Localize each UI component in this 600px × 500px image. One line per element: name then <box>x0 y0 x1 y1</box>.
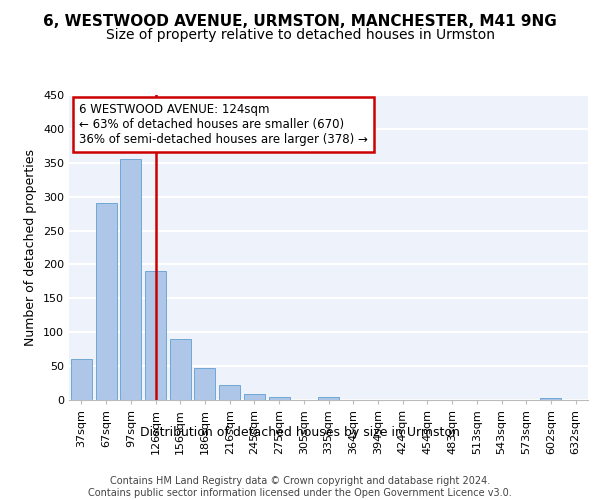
Bar <box>170 339 191 400</box>
Bar <box>71 360 92 400</box>
Text: 6, WESTWOOD AVENUE, URMSTON, MANCHESTER, M41 9NG: 6, WESTWOOD AVENUE, URMSTON, MANCHESTER,… <box>43 14 557 29</box>
Bar <box>541 398 562 400</box>
Text: Size of property relative to detached houses in Urmston: Size of property relative to detached ho… <box>106 28 494 42</box>
Y-axis label: Number of detached properties: Number of detached properties <box>25 149 37 346</box>
Text: Contains HM Land Registry data © Crown copyright and database right 2024.
Contai: Contains HM Land Registry data © Crown c… <box>88 476 512 498</box>
Bar <box>120 160 141 400</box>
Text: Distribution of detached houses by size in Urmston: Distribution of detached houses by size … <box>140 426 460 439</box>
Bar <box>244 394 265 400</box>
Bar <box>145 271 166 400</box>
Bar <box>194 368 215 400</box>
Text: 6 WESTWOOD AVENUE: 124sqm
← 63% of detached houses are smaller (670)
36% of semi: 6 WESTWOOD AVENUE: 124sqm ← 63% of detac… <box>79 102 368 146</box>
Bar <box>318 396 339 400</box>
Bar <box>95 204 116 400</box>
Bar <box>269 398 290 400</box>
Bar <box>219 385 240 400</box>
